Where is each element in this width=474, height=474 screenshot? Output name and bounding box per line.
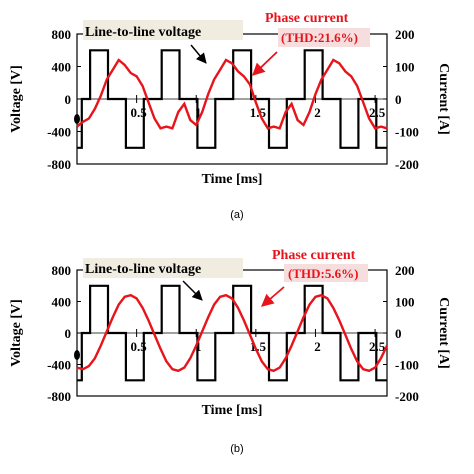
y-tick-label: -800: [47, 157, 71, 172]
y-tick-label: 400: [52, 295, 72, 310]
x-axis-label: Time [ms]: [202, 172, 263, 187]
y2-tick-label: -100: [395, 358, 419, 373]
voltage-arrow: [190, 44, 207, 64]
y2-tick-label: 0: [395, 326, 402, 341]
y2-tick-label: -200: [395, 157, 419, 172]
thd-label: (THD:5.6%): [288, 266, 358, 281]
current-label: Phase current: [265, 11, 349, 26]
y-ticks: 800 400 0 -400 -800: [47, 27, 81, 172]
y2-tick-label: 200: [395, 263, 415, 278]
origin-marker: [74, 114, 80, 124]
y2-tick-label: 200: [395, 27, 415, 42]
y2-axis-label: Current [A]: [436, 63, 451, 135]
thd-bg: [284, 264, 368, 282]
y-tick-label: -400: [47, 358, 71, 373]
y-tick-label: 800: [52, 27, 72, 42]
y2-tick-label: -200: [395, 389, 419, 404]
y2-ticks: 200 100 0 -100 -200: [383, 263, 419, 404]
y-tick-label: 0: [65, 326, 72, 341]
voltage-series: [77, 49, 387, 149]
y-tick-label: -400: [47, 125, 71, 140]
y2-ticks: 200 100 0 -100 -200: [383, 27, 419, 172]
current-arrow: [252, 51, 278, 76]
origin-marker: [74, 350, 80, 360]
voltage-label: Line-to-line voltage: [85, 25, 201, 40]
y-axis-label: Voltage [V]: [9, 65, 24, 133]
voltage-label: Line-to-line voltage: [85, 262, 201, 277]
current-label: Phase current: [272, 248, 356, 263]
y2-axis-label: Current [A]: [436, 297, 451, 369]
thd-bg: [278, 28, 370, 47]
panel-caption: (a): [230, 209, 243, 221]
current-arrow: [261, 286, 285, 307]
y-tick-label: 800: [52, 263, 72, 278]
y-tick-label: 0: [65, 92, 72, 107]
y2-tick-label: -100: [395, 125, 419, 140]
y-tick-label: 400: [52, 60, 72, 75]
y-axis-label: Voltage [V]: [9, 299, 24, 367]
y2-tick-label: 100: [395, 60, 415, 75]
x-tick-label: 2: [314, 339, 321, 354]
voltage-label-bg: [83, 258, 243, 278]
current-series: [76, 293, 389, 373]
y-tick-label: -800: [47, 389, 71, 404]
voltage-label-bg: [83, 20, 243, 40]
y2-tick-label: 0: [395, 92, 402, 107]
voltage-series: [77, 284, 387, 382]
x-axis-label: Time [ms]: [202, 403, 263, 418]
panel-caption: (b): [230, 443, 243, 455]
y2-tick-label: 100: [395, 295, 415, 310]
voltage-arrow: [182, 280, 203, 301]
x-tick-label: 1.5: [250, 105, 267, 120]
current-series: [76, 58, 388, 130]
thd-label: (THD:21.6%): [281, 30, 358, 45]
y-ticks: 800 400 0 -400 -800: [47, 263, 81, 404]
x-tick-label: 2: [314, 105, 321, 120]
